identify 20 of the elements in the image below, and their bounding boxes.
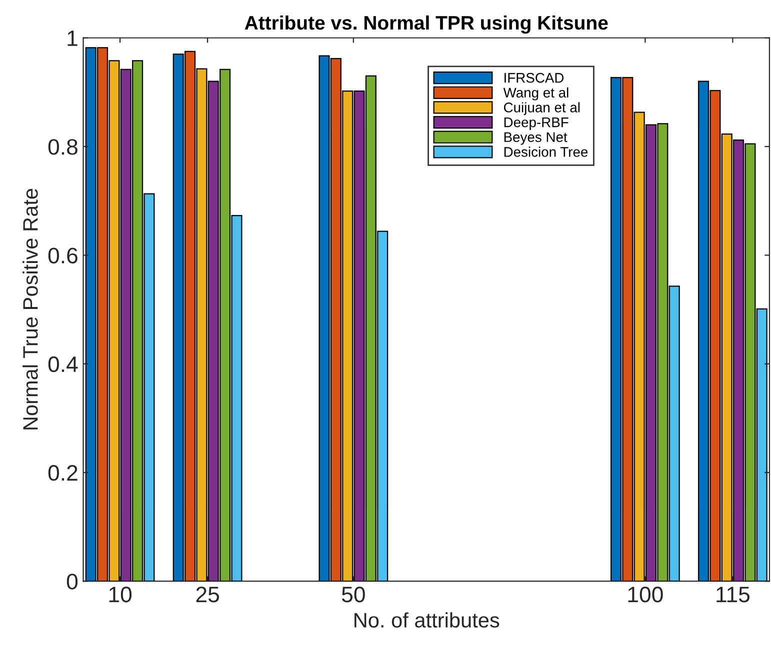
- y-tick-label: 0.4: [48, 356, 78, 372]
- y-axis-title: Normal True Positive Rate: [22, 188, 38, 430]
- legend-label: Cuijuan et al: [504, 102, 580, 116]
- y-tick-label: 1: [68, 30, 78, 46]
- legend-label: IFRSCAD: [504, 72, 564, 83]
- chart-title: Attribute vs. Normal TPR using Kitsune: [244, 15, 608, 34]
- legend-label: Wang et al: [503, 87, 568, 100]
- x-tick-label: 25: [196, 586, 219, 602]
- y-tick-label: 0: [66, 574, 78, 590]
- legend-label: Beyes Net: [504, 132, 568, 145]
- x-tick-label: 115: [716, 586, 750, 602]
- legend-label: Deep-RBF: [504, 118, 568, 130]
- y-tick-label: 0.2: [48, 465, 78, 481]
- x-tick-label: 10: [109, 586, 132, 602]
- x-tick-label: 50: [342, 586, 365, 602]
- y-tick-label: 0.8: [48, 139, 78, 155]
- x-tick-label: 100: [628, 586, 663, 602]
- legend-label: Desicion Tree: [504, 146, 588, 157]
- x-axis-title: No. of attributes: [354, 612, 500, 628]
- y-tick-label: 0.6: [48, 248, 78, 264]
